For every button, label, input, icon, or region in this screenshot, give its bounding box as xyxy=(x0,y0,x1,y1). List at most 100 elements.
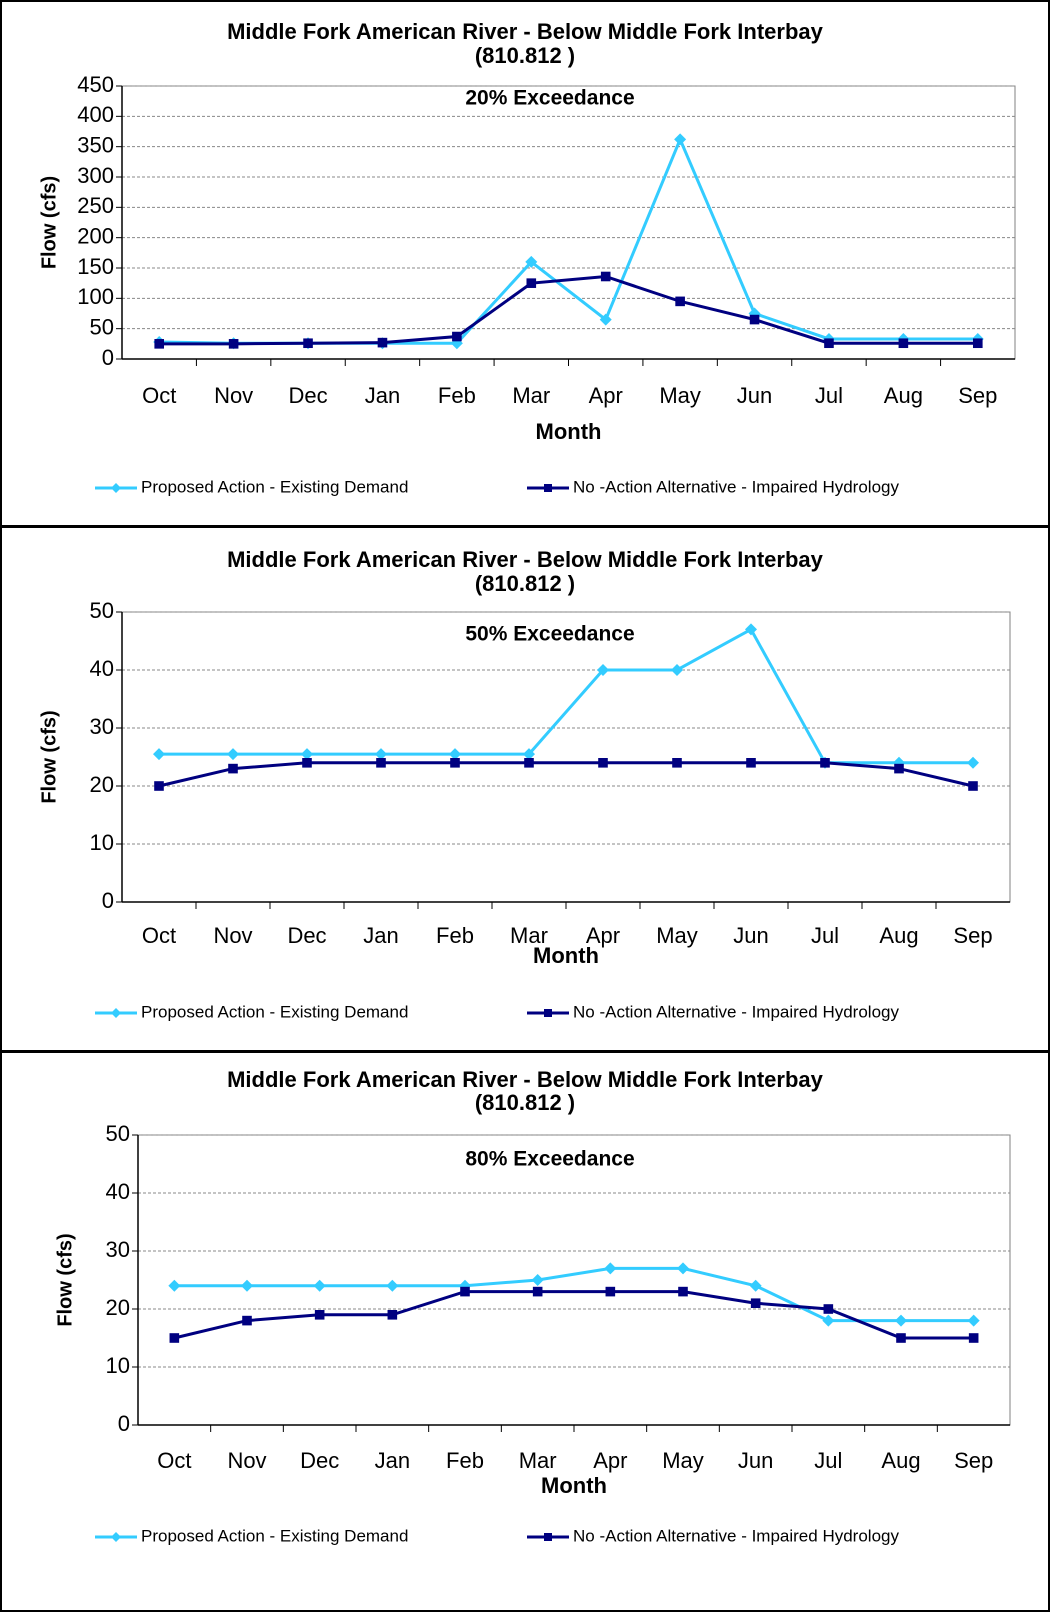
point xyxy=(154,781,164,791)
x-tick-label: Sep xyxy=(953,923,992,948)
x-tick-label: Mar xyxy=(512,383,550,408)
x-tick-label: Apr xyxy=(589,383,623,408)
y-tick-label: 450 xyxy=(77,72,114,97)
point xyxy=(598,758,608,768)
point xyxy=(678,1286,688,1297)
point xyxy=(544,1009,552,1017)
annotation: 20% Exceedance xyxy=(465,87,634,110)
x-tick-label: Jul xyxy=(814,1448,842,1473)
y-tick-label: 10 xyxy=(90,830,114,855)
point xyxy=(111,1532,121,1542)
point xyxy=(677,1262,689,1275)
point xyxy=(746,758,756,768)
x-tick-label: Sep xyxy=(954,1448,993,1473)
x-tick-label: Sep xyxy=(958,383,997,408)
point xyxy=(672,758,682,768)
x-tick-label: Jan xyxy=(363,923,398,948)
point xyxy=(153,748,165,761)
chart-subtitle: (810.812 ) xyxy=(475,1090,575,1115)
x-tick-label: Oct xyxy=(142,923,176,948)
y-tick-label: 20 xyxy=(106,1295,130,1320)
point xyxy=(314,1310,325,1320)
point xyxy=(671,664,683,676)
point xyxy=(111,483,121,493)
y-tick-label: 300 xyxy=(77,163,114,188)
x-tick-label: Dec xyxy=(288,383,327,408)
point xyxy=(386,1279,399,1292)
point xyxy=(241,1279,253,1292)
legend-label: No -Action Alternative - Impaired Hydrol… xyxy=(573,477,899,496)
x-axis-label: Month xyxy=(536,419,602,444)
x-tick-label: Feb xyxy=(446,1448,484,1473)
x-tick-label: Mar xyxy=(519,1448,557,1473)
point xyxy=(605,1286,616,1297)
legend-label: Proposed Action - Existing Demand xyxy=(141,1526,408,1545)
plot-area xyxy=(137,1134,1011,1426)
chart-title: Middle Fork American River - Below Middl… xyxy=(227,547,824,572)
point xyxy=(228,339,239,349)
y-tick-label: 50 xyxy=(106,1121,130,1146)
point xyxy=(301,748,313,761)
y-tick-label: 20 xyxy=(90,772,114,797)
y-tick-label: 350 xyxy=(77,132,114,157)
x-axis-label: Month xyxy=(533,943,599,968)
x-tick-label: Oct xyxy=(157,1448,191,1473)
y-tick-label: 10 xyxy=(106,1353,130,1378)
point xyxy=(750,1298,761,1308)
point xyxy=(459,1279,471,1292)
x-tick-label: Jul xyxy=(815,383,843,408)
y-tick-label: 50 xyxy=(90,598,114,623)
point xyxy=(111,1008,121,1018)
y-tick-label: 50 xyxy=(90,314,114,339)
x-tick-label: May xyxy=(659,383,701,408)
point xyxy=(600,271,611,282)
chart-title: Middle Fork American River - Below Middl… xyxy=(227,19,824,44)
point xyxy=(745,623,757,636)
chart-subtitle: (810.812 ) xyxy=(475,571,575,596)
x-tick-label: Jun xyxy=(737,383,772,408)
series-line xyxy=(173,1290,974,1340)
point xyxy=(242,1315,252,1326)
point xyxy=(526,278,537,288)
point xyxy=(749,314,760,325)
x-tick-label: Nov xyxy=(213,923,252,948)
legend-label: Proposed Action - Existing Demand xyxy=(141,1002,408,1021)
y-tick-label: 200 xyxy=(77,223,114,248)
x-tick-label: Aug xyxy=(881,1448,920,1473)
point xyxy=(749,1279,762,1292)
point xyxy=(599,313,612,326)
x-tick-label: Feb xyxy=(436,923,474,948)
y-axis-label: Flow (cfs) xyxy=(38,176,60,269)
point xyxy=(227,748,239,761)
y-tick-label: 40 xyxy=(90,656,114,681)
point xyxy=(376,758,386,768)
legend-label: Proposed Action - Existing Demand xyxy=(141,477,408,496)
y-tick-label: 0 xyxy=(102,345,114,370)
point xyxy=(820,758,830,768)
point xyxy=(895,1314,907,1327)
point xyxy=(968,781,978,791)
point xyxy=(968,1333,979,1343)
point xyxy=(894,763,904,774)
y-tick-label: 150 xyxy=(77,254,114,279)
y-axis-label: Flow (cfs) xyxy=(54,1233,76,1326)
x-tick-label: Jan xyxy=(365,383,400,408)
legend-label: No -Action Alternative - Impaired Hydrol… xyxy=(573,1002,899,1021)
point xyxy=(532,1286,543,1297)
point xyxy=(452,331,462,342)
point xyxy=(967,1314,980,1327)
point xyxy=(675,296,685,307)
point xyxy=(523,748,535,761)
x-tick-label: Aug xyxy=(879,923,918,948)
point xyxy=(674,133,687,146)
point xyxy=(898,338,909,349)
y-tick-label: 40 xyxy=(106,1179,130,1204)
x-tick-label: Jan xyxy=(375,1448,410,1473)
point xyxy=(604,1262,617,1275)
point xyxy=(967,756,979,769)
y-axis-label: Flow (cfs) xyxy=(38,710,60,803)
y-tick-label: 0 xyxy=(118,1411,130,1436)
point xyxy=(449,748,461,761)
point xyxy=(822,1314,835,1327)
